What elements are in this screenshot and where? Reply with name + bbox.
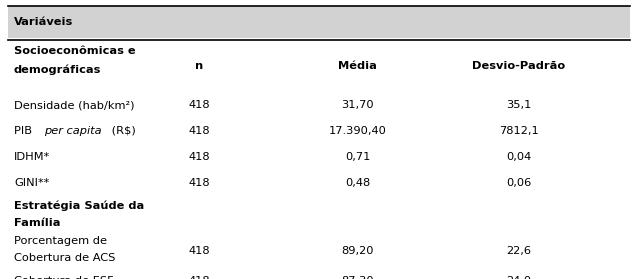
Text: 418: 418: [189, 276, 210, 279]
Text: Cobertura de ESF: Cobertura de ESF: [14, 276, 113, 279]
Text: n: n: [195, 61, 204, 71]
Text: Densidade (hab/km²): Densidade (hab/km²): [14, 100, 134, 110]
Text: 89,20: 89,20: [341, 246, 374, 256]
Text: IDHM*: IDHM*: [14, 152, 50, 162]
Text: Socioeconômicas e: Socioeconômicas e: [14, 46, 135, 56]
Text: 35,1: 35,1: [506, 100, 532, 110]
Text: 24,0: 24,0: [506, 276, 532, 279]
Text: GINI**: GINI**: [14, 178, 49, 188]
Text: 7812,1: 7812,1: [499, 126, 539, 136]
Text: per capita: per capita: [44, 126, 102, 136]
Text: 0,48: 0,48: [345, 178, 370, 188]
Text: 0,04: 0,04: [506, 152, 532, 162]
Text: 0,71: 0,71: [345, 152, 370, 162]
Text: Estratégia Saúde da: Estratégia Saúde da: [14, 200, 144, 211]
Text: (R$): (R$): [108, 126, 135, 136]
Text: Família: Família: [14, 218, 60, 228]
Text: 418: 418: [189, 152, 210, 162]
Text: Porcentagem de: Porcentagem de: [14, 236, 107, 246]
Text: 418: 418: [189, 100, 210, 110]
Text: Cobertura de ACS: Cobertura de ACS: [14, 253, 115, 263]
Text: 87,30: 87,30: [341, 276, 374, 279]
Text: 0,06: 0,06: [506, 178, 532, 188]
Text: 31,70: 31,70: [341, 100, 374, 110]
Text: 418: 418: [189, 126, 210, 136]
Text: PIB: PIB: [14, 126, 35, 136]
Text: Variáveis: Variáveis: [14, 17, 73, 27]
Text: 418: 418: [189, 246, 210, 256]
Text: Média: Média: [338, 61, 377, 71]
Bar: [8, 6, 630, 38]
Text: Desvio-Padrão: Desvio-Padrão: [472, 61, 566, 71]
Text: 17.390,40: 17.390,40: [329, 126, 387, 136]
Text: 22,6: 22,6: [506, 246, 532, 256]
Text: 418: 418: [189, 178, 210, 188]
Text: demográficas: demográficas: [14, 64, 101, 75]
